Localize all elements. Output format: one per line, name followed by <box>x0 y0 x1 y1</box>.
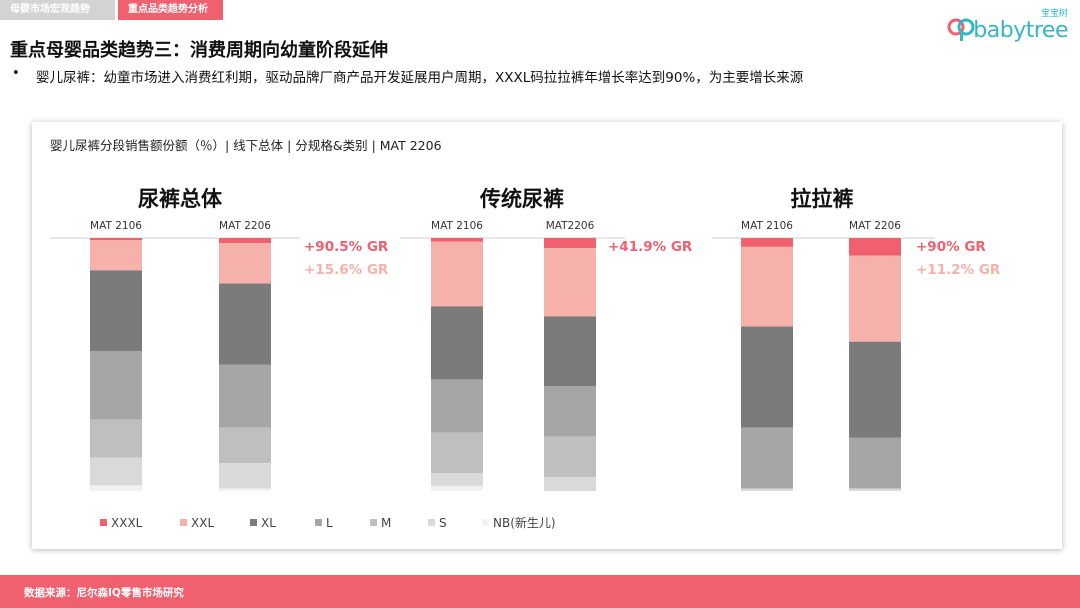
category-label: MAT 2106 <box>90 220 142 232</box>
bar-segment-xl <box>219 283 271 365</box>
growth-annotation: +41.9% GR <box>608 239 693 255</box>
growth-annotation: +11.2% GR <box>916 262 1001 278</box>
bar-segment-xxxl <box>90 238 142 241</box>
bar-segment-m <box>219 427 271 464</box>
bar-segment-m <box>544 436 596 478</box>
growth-annotation: +90.5% GR <box>304 239 389 255</box>
legend-label: XXXL <box>111 516 143 530</box>
bullet-dot: • <box>12 66 20 81</box>
bar-segment-s <box>219 463 271 489</box>
legend-swatch <box>315 519 322 526</box>
legend-label: L <box>326 516 333 530</box>
legend-swatch <box>428 519 435 526</box>
bar-segment-xl <box>849 341 901 438</box>
bar-segment-l <box>544 386 596 437</box>
legend-swatch <box>370 519 377 526</box>
tab-category-analysis[interactable]: 重点品类趋势分析 <box>118 0 223 20</box>
category-label: MAT 2206 <box>849 220 901 232</box>
bar-segment-nb <box>431 485 483 491</box>
bar-segment-xxl <box>90 240 142 271</box>
bar-segment-l <box>219 364 271 428</box>
panel-title: 拉拉裤 <box>791 187 854 211</box>
tab-macro-trends[interactable]: 母婴市场宏观趋势 <box>0 0 115 20</box>
bar-segment-nb <box>90 485 142 491</box>
bar-segment-m <box>431 432 483 474</box>
bar-segment-xxxl <box>219 238 271 244</box>
growth-annotation: +90% GR <box>916 239 986 255</box>
bar-segment-xl <box>741 326 793 428</box>
bar-segment-l <box>431 379 483 433</box>
legend-label: XL <box>261 516 276 530</box>
bar-segment-l <box>849 437 901 489</box>
growth-annotation: +15.6% GR <box>304 262 389 278</box>
bullet-text: 婴儿尿裤：幼童市场进入消费红利期，驱动品牌厂商产品开发延展用户周期，XXXL码拉… <box>36 70 804 86</box>
legend-swatch <box>180 519 187 526</box>
panel-title: 传统尿裤 <box>479 187 564 211</box>
legend-label: NB(新生儿) <box>493 515 556 530</box>
bar-segment-xxxl <box>741 238 793 247</box>
bar-segment-l <box>90 351 142 420</box>
bar-segment-xxxl <box>431 238 483 242</box>
bar-segment-xxl <box>544 248 596 317</box>
category-label: MAT 2206 <box>219 220 271 232</box>
bar-segment-xxl <box>431 241 483 307</box>
bar-segment-l <box>741 427 793 489</box>
panel-title: 尿裤总体 <box>138 187 223 211</box>
bar-segment-xxl <box>741 246 793 327</box>
legend-swatch <box>482 519 489 526</box>
page-title: 重点母婴品类趋势三：消费周期向幼童阶段延伸 <box>10 40 388 61</box>
bar-segment-s <box>90 457 142 486</box>
bar-segment-m <box>90 419 142 458</box>
bar-segment-s <box>849 488 901 491</box>
babytree-logo: 宝宝树 babytree <box>947 6 1072 43</box>
legend-label: M <box>381 516 391 530</box>
data-source: 数据来源：尼尔森IQ零售市场研究 <box>24 587 184 599</box>
bar-segment-nb <box>219 488 271 491</box>
bar-segment-xxxl <box>849 238 901 256</box>
logo-cn-text: 宝宝树 <box>1040 9 1068 19</box>
category-label: MAT 2106 <box>431 220 483 232</box>
bar-segment-xl <box>544 316 596 387</box>
footer-bar: 数据来源：尼尔森IQ零售市场研究 <box>0 575 1080 608</box>
legend-label: XXL <box>191 516 214 530</box>
legend-swatch <box>100 519 107 526</box>
category-label: MAT2206 <box>546 220 595 232</box>
bar-segment-xxl <box>849 255 901 342</box>
legend-swatch <box>250 519 257 526</box>
bar-segment-s <box>544 477 596 491</box>
bar-segment-s <box>431 473 483 486</box>
logo-en-text: babytree <box>973 18 1068 43</box>
bar-segment-s <box>741 488 793 491</box>
bar-segment-xxl <box>219 243 271 284</box>
header-tabs: 母婴市场宏观趋势 重点品类趋势分析 <box>0 0 226 20</box>
bar-segment-xl <box>90 270 142 352</box>
bar-segment-xxxl <box>544 238 596 249</box>
bar-segment-xl <box>431 306 483 380</box>
category-label: MAT 2106 <box>741 220 793 232</box>
chart-subtitle: 婴儿尿裤分段销售额份额（％）| 线下总体 | 分规格&类别 | MAT 2206 <box>50 138 442 153</box>
logo-mark-icon <box>947 18 975 41</box>
legend-label: S <box>439 516 447 530</box>
